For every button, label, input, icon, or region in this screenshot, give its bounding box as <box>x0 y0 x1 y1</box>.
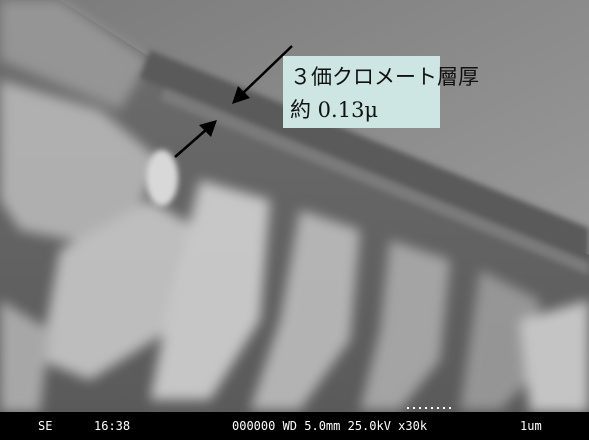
footer-scale: 1um <box>520 419 542 433</box>
footer-mode: SE <box>38 419 52 433</box>
footer-info: 000000 WD 5.0mm 25.0kV x30k <box>232 419 428 433</box>
footer: SE 16:38 000000 WD 5.0mm 25.0kV x30k 1um <box>0 408 589 440</box>
footer-time: 16:38 <box>94 419 130 433</box>
annotation-line: 約 0.13μ <box>290 98 378 122</box>
sem-screenshot: ３価クロメート層厚 約 0.13μ SE 16:38 000000 WD 5.0… <box>0 0 589 440</box>
annotation-line: ３価クロメート層厚 <box>290 65 479 89</box>
